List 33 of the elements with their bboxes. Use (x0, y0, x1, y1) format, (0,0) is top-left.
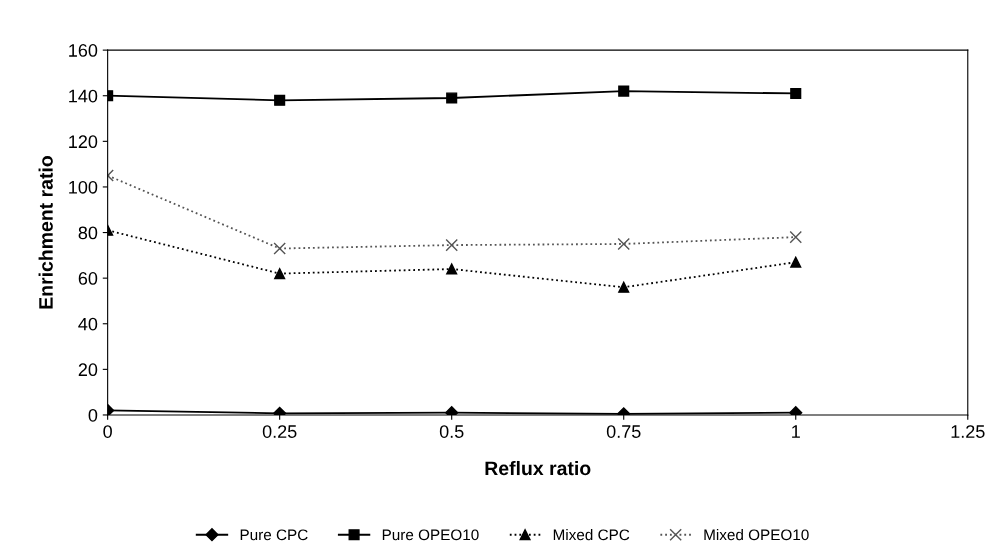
point (790, 87, 802, 100)
y-tick-label: 100 (69, 180, 98, 194)
legend-label: Pure CPC (240, 529, 308, 541)
x-tick-label: 0.25 (262, 425, 297, 438)
legend-label: Mixed OPEO10 (704, 529, 809, 541)
y-tick-label: 60 (78, 272, 98, 285)
point (618, 281, 630, 293)
y-tick-label: 40 (78, 317, 98, 331)
y-tick-label: 80 (78, 226, 98, 240)
point (445, 238, 458, 252)
y-tick-label: 120 (69, 135, 98, 149)
point (789, 230, 802, 244)
x-tick-label: 0 (103, 425, 112, 438)
point (617, 237, 630, 251)
y-axis-title: Enrichment ratio (38, 156, 53, 309)
legend-label: Mixed CPC (553, 529, 630, 541)
y-tick-label: 20 (78, 363, 98, 377)
x-tick-label: 0.75 (606, 425, 641, 438)
point (274, 94, 286, 106)
y-tick-label: 160 (69, 44, 98, 57)
x-tick-label: 1.25 (951, 425, 985, 438)
point (273, 242, 286, 255)
x-tick-label: 1 (792, 425, 800, 438)
point (446, 92, 458, 104)
point (446, 263, 458, 275)
x-axis-title: Reflux ratio (485, 460, 591, 476)
legend-label: Pure OPEO10 (382, 529, 479, 541)
point (618, 85, 630, 97)
x-tick-label: 0.5 (439, 425, 464, 438)
point (790, 256, 802, 268)
y-tick-label: 140 (69, 89, 98, 103)
point (274, 268, 286, 280)
y-tick-label: 0 (88, 408, 98, 422)
